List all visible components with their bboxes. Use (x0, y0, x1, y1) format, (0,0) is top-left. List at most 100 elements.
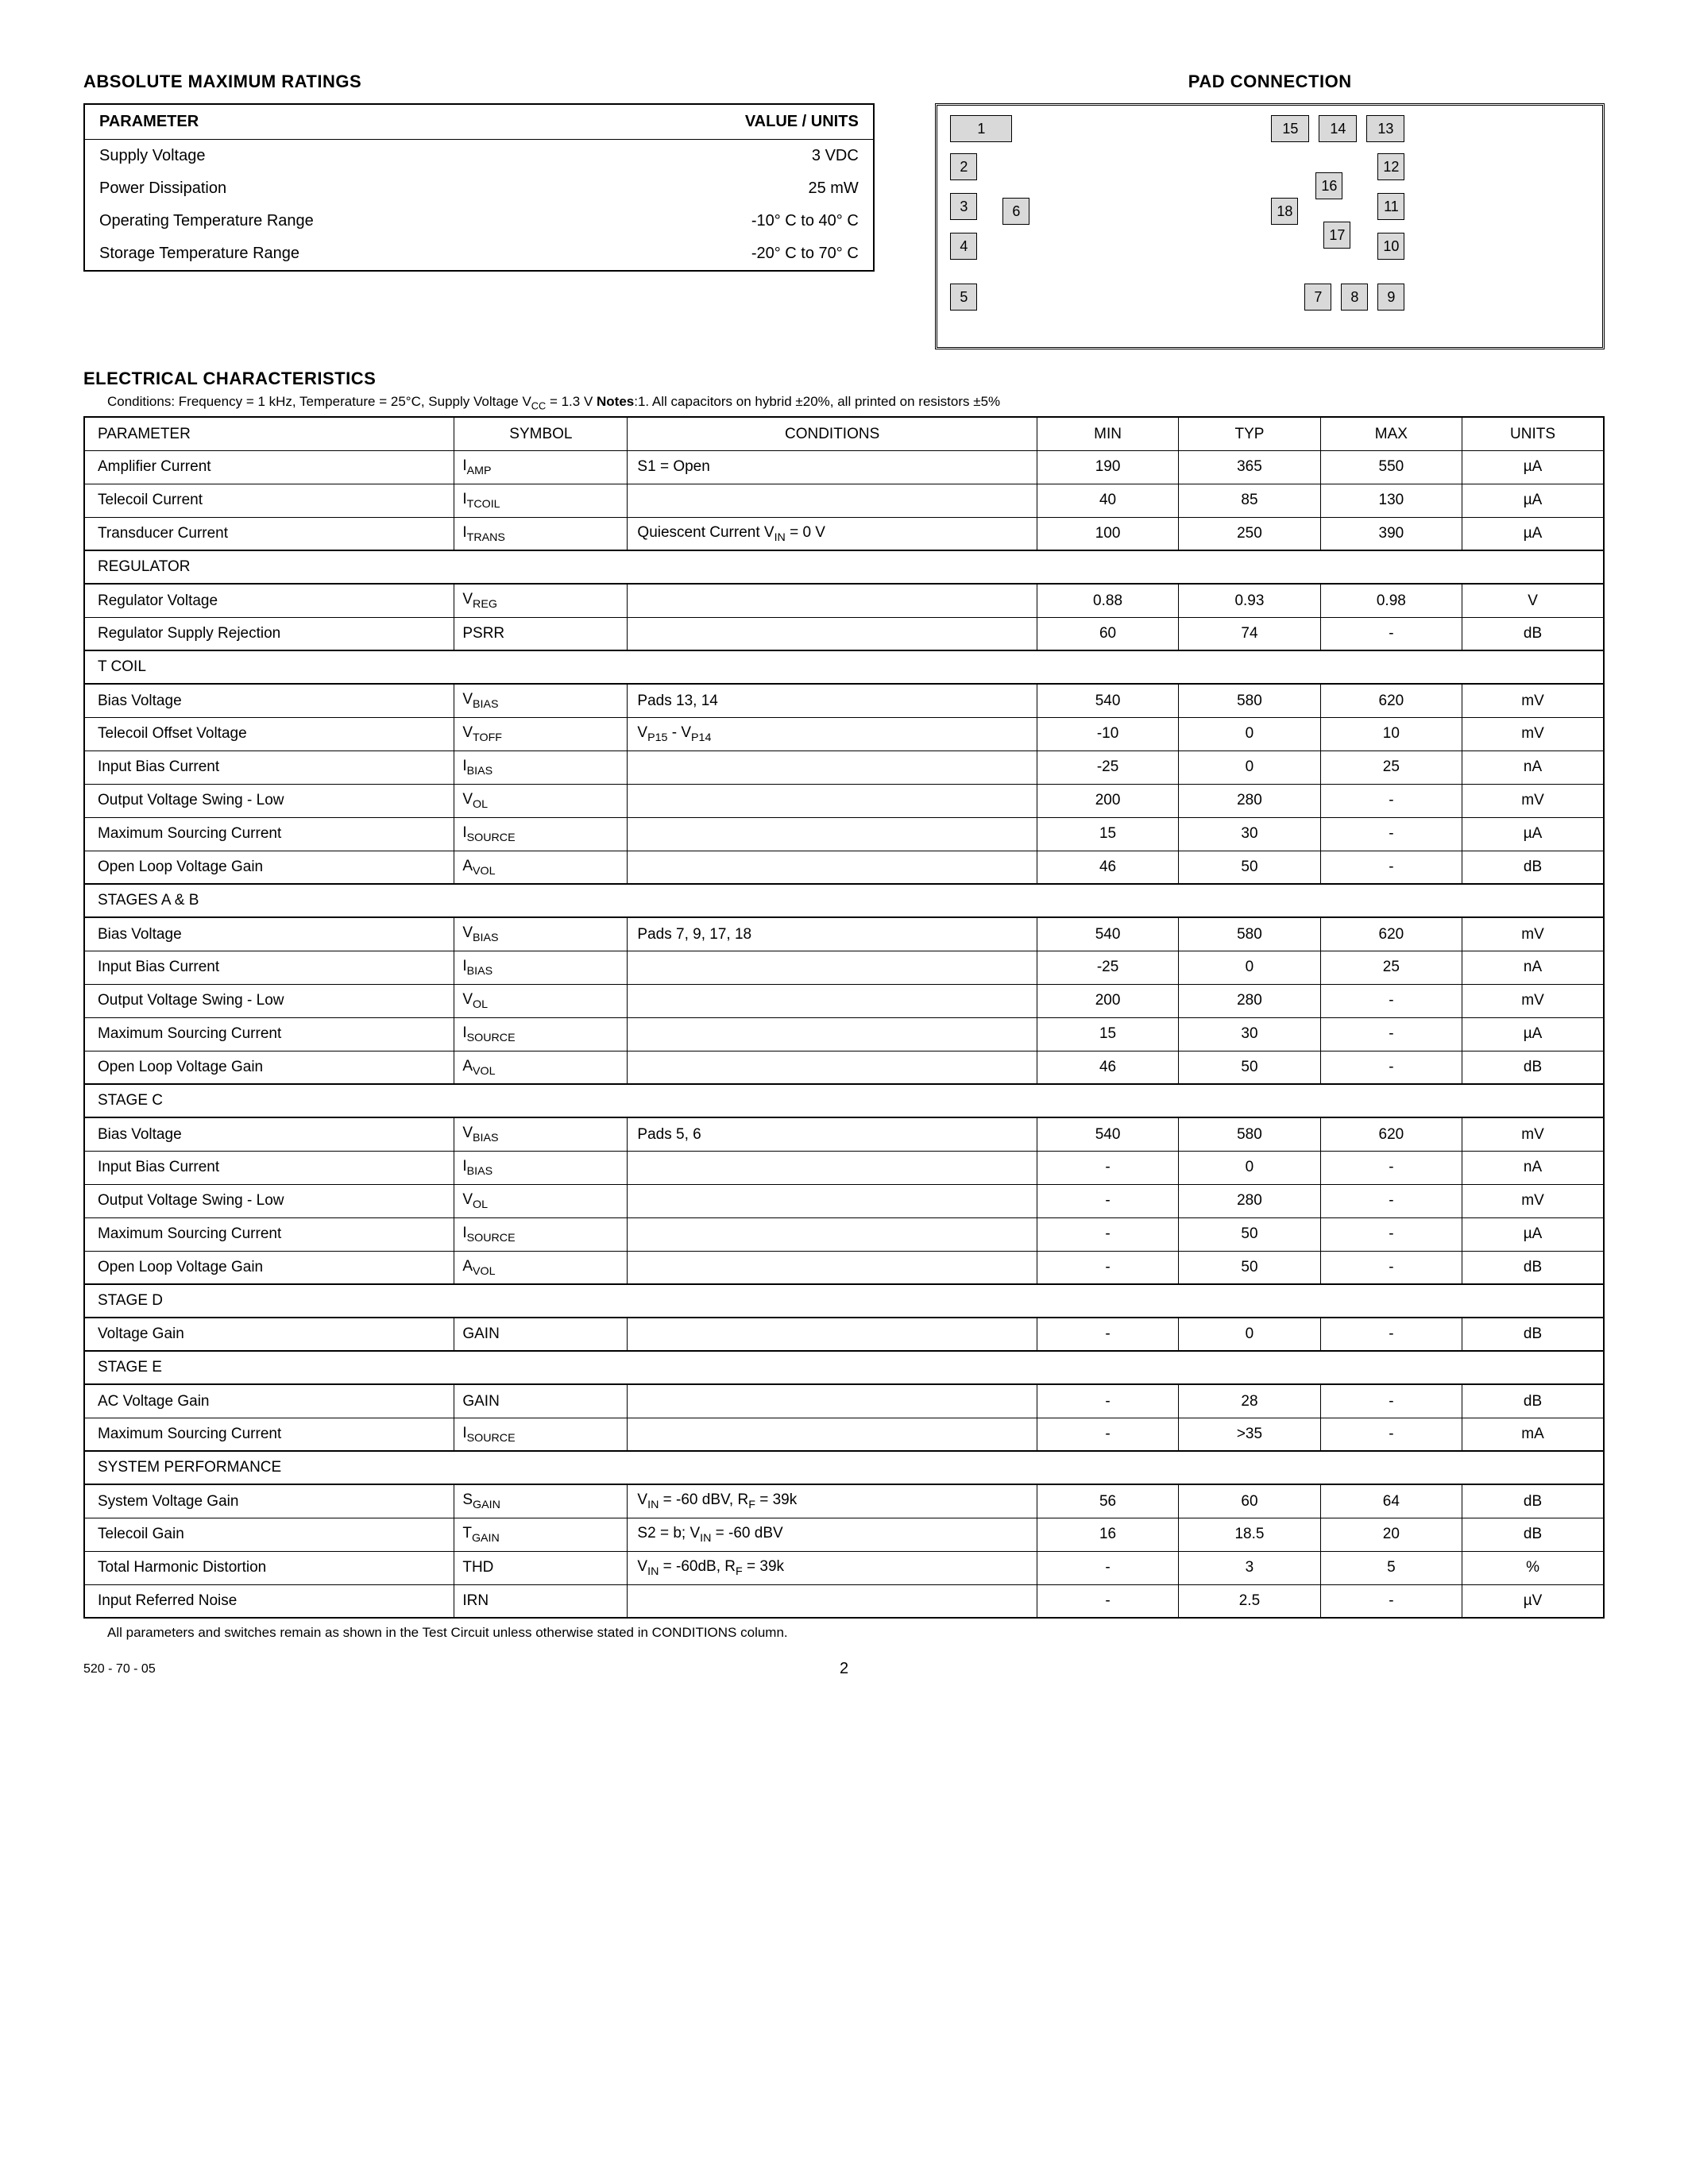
ec-max: - (1320, 1017, 1462, 1051)
ec-cond (628, 1584, 1037, 1618)
ec-param: Open Loop Voltage Gain (84, 1051, 454, 1084)
ec-max: 25 (1320, 951, 1462, 984)
ec-param: Telecoil Gain (84, 1518, 454, 1551)
ratings-block: ABSOLUTE MAXIMUM RATINGS PARAMETER VALUE… (83, 71, 875, 272)
pad-15: 15 (1271, 115, 1309, 142)
doc-code: 520 - 70 - 05 (83, 1662, 156, 1676)
ec-param: Telecoil Current (84, 484, 454, 517)
ec-h-typ: TYP (1179, 417, 1320, 450)
ec-param: Open Loop Voltage Gain (84, 851, 454, 884)
ec-typ: 2.5 (1179, 1584, 1320, 1618)
ec-units: mA (1462, 1418, 1604, 1451)
pad-13: 13 (1366, 115, 1404, 142)
ec-max: 550 (1320, 450, 1462, 484)
ec-symbol: VBIAS (454, 917, 628, 951)
ec-units: dB (1462, 1051, 1604, 1084)
ec-min: - (1037, 1217, 1178, 1251)
ec-symbol: VBIAS (454, 684, 628, 717)
ec-table: PARAMETER SYMBOL CONDITIONS MIN TYP MAX … (83, 416, 1605, 1619)
pad-block: PAD CONNECTION 1234561514131216181117107… (935, 71, 1605, 349)
ratings-row-value: 3 VDC (581, 140, 873, 173)
page-footer: 520 - 70 - 05 2 (83, 1660, 1605, 1679)
ec-typ: 280 (1179, 1184, 1320, 1217)
ec-param: Amplifier Current (84, 450, 454, 484)
ec-min: - (1037, 1551, 1178, 1584)
ec-param: Output Voltage Swing - Low (84, 984, 454, 1017)
ec-units: µA (1462, 517, 1604, 550)
ec-typ: 28 (1179, 1384, 1320, 1418)
ec-units: µA (1462, 817, 1604, 851)
pad-6: 6 (1002, 198, 1029, 225)
pad-1: 1 (950, 115, 1012, 142)
ec-cond (628, 1217, 1037, 1251)
elec-title: ELECTRICAL CHARACTERISTICS (83, 369, 1605, 389)
ec-param: Maximum Sourcing Current (84, 817, 454, 851)
ec-units: mV (1462, 684, 1604, 717)
ec-cond (628, 1318, 1037, 1351)
ec-typ: 50 (1179, 1217, 1320, 1251)
ec-typ: 74 (1179, 617, 1320, 650)
ec-min: 200 (1037, 784, 1178, 817)
ec-units: dB (1462, 1518, 1604, 1551)
pad-3: 3 (950, 193, 977, 220)
ec-max: - (1320, 1318, 1462, 1351)
ec-typ: 0.93 (1179, 584, 1320, 617)
ec-symbol: VTOFF (454, 717, 628, 751)
ec-symbol: SGAIN (454, 1484, 628, 1518)
pad-diagram: 123456151413121618111710789 (935, 103, 1605, 349)
pad-title: PAD CONNECTION (935, 71, 1605, 92)
ec-cond: VIN = -60dB, RF = 39k (628, 1551, 1037, 1584)
ec-param: Telecoil Offset Voltage (84, 717, 454, 751)
ec-units: mV (1462, 717, 1604, 751)
ec-min: 540 (1037, 917, 1178, 951)
ratings-row-param: Operating Temperature Range (84, 205, 581, 237)
ec-max: - (1320, 1384, 1462, 1418)
ec-param: Maximum Sourcing Current (84, 1017, 454, 1051)
ec-symbol: AVOL (454, 1051, 628, 1084)
ec-min: 190 (1037, 450, 1178, 484)
footer-note: All parameters and switches remain as sh… (107, 1625, 1605, 1641)
ec-typ: 0 (1179, 1151, 1320, 1184)
ec-cond (628, 1051, 1037, 1084)
ec-typ: 50 (1179, 851, 1320, 884)
pad-16: 16 (1315, 172, 1342, 199)
ec-min: -25 (1037, 951, 1178, 984)
ec-min: - (1037, 1184, 1178, 1217)
ec-param: AC Voltage Gain (84, 1384, 454, 1418)
ratings-row-value: 25 mW (581, 172, 873, 205)
ec-h-units: UNITS (1462, 417, 1604, 450)
ec-max: - (1320, 1151, 1462, 1184)
ec-cond (628, 984, 1037, 1017)
ec-max: 10 (1320, 717, 1462, 751)
ec-symbol: VOL (454, 1184, 628, 1217)
ec-cond (628, 851, 1037, 884)
ratings-title: ABSOLUTE MAXIMUM RATINGS (83, 71, 875, 92)
ratings-row-param: Storage Temperature Range (84, 237, 581, 271)
ec-units: mV (1462, 984, 1604, 1017)
ec-units: dB (1462, 1384, 1604, 1418)
ec-units: mV (1462, 917, 1604, 951)
pad-14: 14 (1319, 115, 1357, 142)
ec-param: Regulator Voltage (84, 584, 454, 617)
pad-4: 4 (950, 233, 977, 260)
ec-typ: 30 (1179, 1017, 1320, 1051)
ec-section: REGULATOR (84, 550, 1604, 584)
ec-cond (628, 951, 1037, 984)
ratings-table: PARAMETER VALUE / UNITS Supply Voltage3 … (83, 103, 875, 272)
ec-symbol: ISOURCE (454, 1017, 628, 1051)
ec-max: 0.98 (1320, 584, 1462, 617)
ec-min: 200 (1037, 984, 1178, 1017)
ec-symbol: IBIAS (454, 751, 628, 784)
ec-max: - (1320, 1584, 1462, 1618)
ec-symbol: ITRANS (454, 517, 628, 550)
ec-section: STAGE E (84, 1351, 1604, 1384)
ec-symbol: IAMP (454, 450, 628, 484)
ec-section: STAGES A & B (84, 884, 1604, 917)
ec-units: mV (1462, 1117, 1604, 1151)
ec-cond (628, 1384, 1037, 1418)
ec-min: -25 (1037, 751, 1178, 784)
ec-min: 15 (1037, 1017, 1178, 1051)
ec-symbol: VBIAS (454, 1117, 628, 1151)
pad-18: 18 (1271, 198, 1298, 225)
ec-symbol: AVOL (454, 851, 628, 884)
